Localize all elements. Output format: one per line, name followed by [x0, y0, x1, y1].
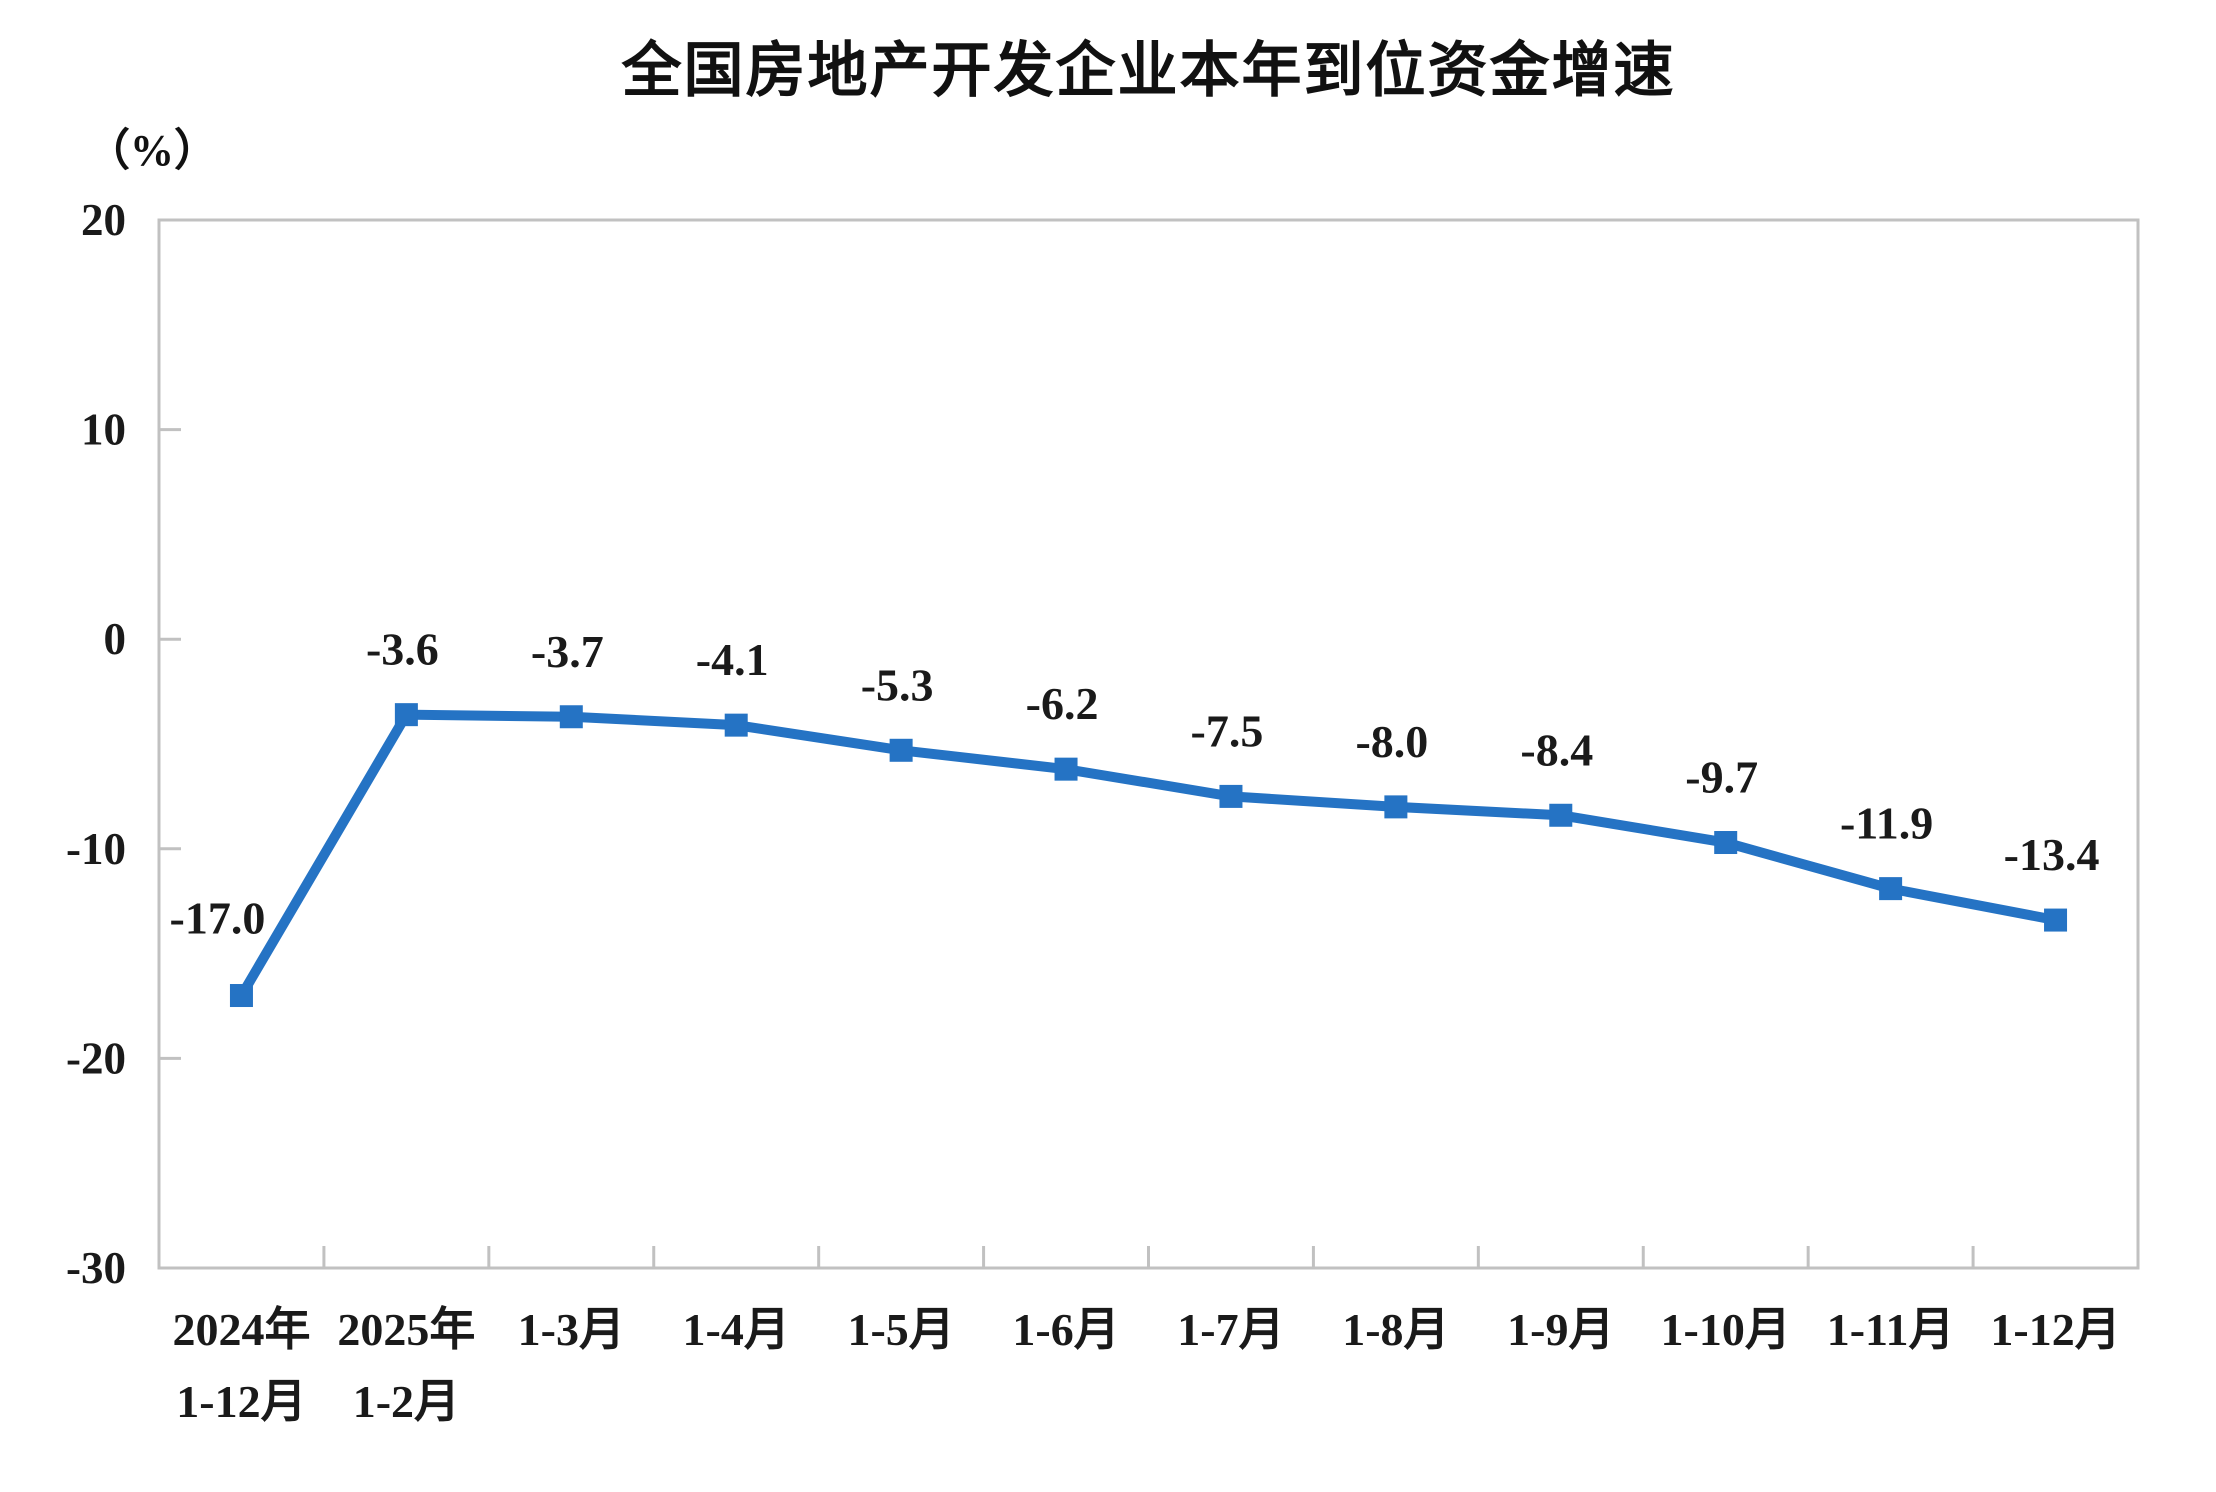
- data-point-label: -8.0: [1355, 716, 1428, 767]
- data-point-label: -7.5: [1191, 705, 1264, 756]
- data-point-marker: [2044, 908, 2068, 932]
- data-point-label: -5.3: [861, 659, 934, 710]
- y-tick-label: 0: [104, 614, 127, 664]
- x-tick-label: 1-4月: [683, 1304, 790, 1355]
- data-point-marker: [1714, 831, 1738, 855]
- y-tick-label: 20: [81, 195, 126, 245]
- y-tick-label: -10: [66, 824, 126, 874]
- x-tick-label: 1-3月: [518, 1304, 625, 1355]
- x-tick-label: 1-9月: [1507, 1304, 1614, 1355]
- data-point-label: -3.7: [531, 626, 604, 677]
- data-point-marker: [229, 984, 253, 1008]
- data-point-marker: [1054, 757, 1078, 781]
- x-tick-label: 1-6月: [1012, 1304, 1119, 1355]
- y-tick-label: -30: [66, 1243, 126, 1293]
- y-tick-label: 10: [81, 405, 126, 455]
- x-tick-label: 1-12月: [1990, 1304, 2120, 1355]
- data-point-label: -9.7: [1685, 752, 1758, 803]
- x-tick-label: 1-10月: [1661, 1304, 1791, 1355]
- data-point-marker: [1219, 784, 1243, 808]
- x-tick-label: 2025年 1-2月: [337, 1304, 475, 1427]
- data-point-label: -8.4: [1520, 724, 1593, 775]
- data-point-marker: [1549, 803, 1573, 827]
- data-point-label: -13.4: [2004, 829, 2100, 880]
- x-tick-label: 1-7月: [1177, 1304, 1284, 1355]
- x-tick-label: 1-5月: [847, 1304, 954, 1355]
- x-tick-label: 1-8月: [1342, 1304, 1449, 1355]
- y-tick-label: -20: [66, 1033, 126, 1083]
- chart-title: 全国房地产开发企业本年到位资金增速: [621, 37, 1676, 104]
- data-point-marker: [559, 705, 583, 729]
- data-point-marker: [889, 738, 913, 762]
- data-point-marker: [1384, 795, 1408, 819]
- data-point-marker: [394, 703, 418, 727]
- data-point-marker: [724, 713, 748, 737]
- plot-border: [157, 218, 2140, 1270]
- series-line: [237, 709, 2057, 999]
- x-tick-label: 1-11月: [1827, 1304, 1955, 1355]
- data-point-label: -17.0: [170, 893, 266, 944]
- data-point-marker: [1879, 877, 1903, 901]
- y-axis-unit-label: （%）: [86, 126, 218, 175]
- data-point-label: -4.1: [696, 634, 769, 685]
- data-point-label: -3.6: [366, 624, 439, 675]
- data-point-label: -6.2: [1026, 678, 1099, 729]
- data-point-label: -11.9: [1840, 798, 1933, 849]
- x-tick-label: 2024年 1-12月: [172, 1304, 310, 1427]
